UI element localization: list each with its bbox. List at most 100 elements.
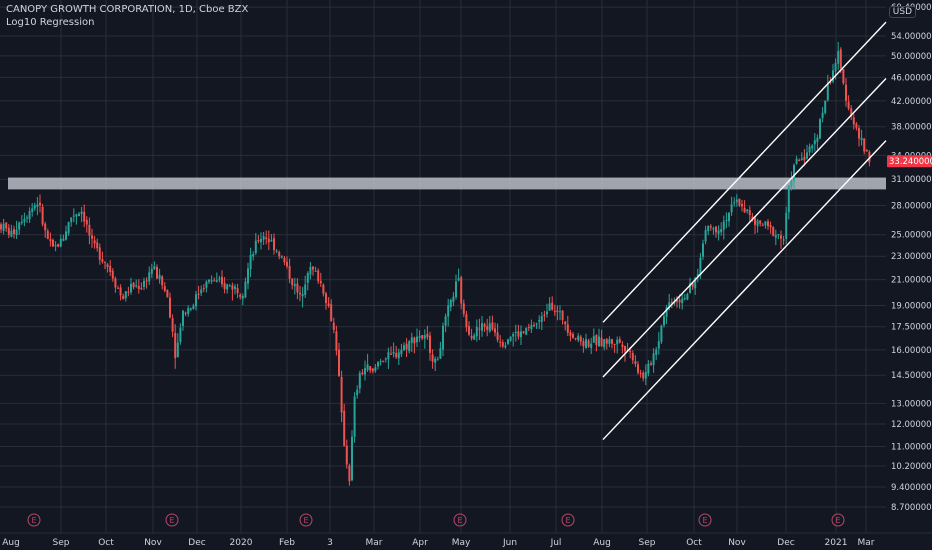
candle-body (301, 293, 304, 297)
earnings-event-marker (561, 513, 575, 527)
candle-body (28, 211, 31, 220)
candle-body (153, 266, 156, 270)
candle-body (663, 316, 665, 326)
candle-body (241, 295, 244, 299)
x-tick-label: Aug (2, 538, 20, 548)
candle-body (111, 270, 114, 279)
candle-body (704, 230, 707, 242)
candle-body (65, 231, 67, 240)
candle-body (418, 336, 421, 338)
candle-body (595, 334, 598, 346)
candle-body (639, 372, 642, 375)
candle-body (288, 265, 291, 279)
candle-body (780, 235, 782, 239)
candle-body (642, 372, 645, 379)
candle-body (278, 252, 281, 257)
earnings-event-label: E (835, 516, 840, 525)
candle-body (772, 226, 775, 236)
candle-body (751, 216, 754, 220)
candle-body (546, 311, 548, 315)
last-price-value: 33.24000000 (889, 157, 932, 167)
candle-body (325, 293, 327, 304)
candle-body (785, 212, 788, 239)
candle-body (236, 288, 239, 293)
candle-body (598, 336, 600, 347)
candle-body (317, 270, 320, 282)
y-tick-label: 13.00000000 (891, 399, 932, 409)
candle-body (540, 316, 543, 322)
candle-body (611, 339, 613, 344)
candle-body (569, 332, 572, 336)
candle-body (228, 285, 231, 287)
candle-body (304, 284, 307, 295)
candle-body (137, 285, 140, 290)
y-tick-label: 28.00000000 (891, 201, 932, 211)
candle-body (421, 335, 424, 339)
candle-body (717, 230, 720, 234)
candle-body (616, 339, 619, 345)
candle-body (863, 138, 866, 152)
candle-body (166, 290, 169, 298)
candle-body (57, 243, 60, 247)
candle-body (374, 367, 377, 371)
candle-body (218, 278, 221, 280)
x-tick-label: 3 (327, 538, 333, 548)
candle-body (491, 322, 494, 330)
candle-body (431, 354, 434, 362)
candle-body (439, 348, 442, 359)
candle-body (488, 323, 491, 332)
candle-body (774, 235, 777, 238)
candle-body (585, 339, 587, 348)
candle-body (832, 70, 834, 82)
candle-body (644, 372, 647, 379)
currency-badge[interactable]: USD (888, 6, 916, 18)
candle-body (31, 208, 34, 212)
candle-body (260, 239, 262, 243)
candle-body (39, 202, 41, 206)
earnings-event-marker (165, 513, 179, 527)
candle-body (465, 314, 468, 328)
candle-body (114, 278, 117, 288)
candle-body (605, 339, 608, 344)
candle-body (182, 310, 184, 326)
candle-body (733, 202, 736, 204)
candle-body (730, 204, 733, 213)
last-price-tag (887, 155, 932, 168)
candle-body (174, 332, 177, 359)
candle-body (33, 205, 36, 209)
candle-body (629, 351, 632, 353)
candle-body (754, 217, 756, 225)
candle-body (2, 223, 5, 232)
y-tick-label: 14.50000000 (891, 371, 932, 381)
candle-body (395, 353, 398, 358)
candle-body (410, 337, 413, 343)
candle-body (10, 230, 13, 237)
y-tick-label: 10.20000000 (891, 462, 932, 472)
x-tick-label: Nov (144, 538, 162, 548)
candle-body (442, 325, 444, 350)
candle-body (306, 273, 309, 283)
earnings-event-marker (27, 513, 41, 527)
candle-body (686, 294, 689, 300)
candle-body (179, 327, 182, 343)
candle-body (470, 335, 473, 339)
candle-body (514, 331, 517, 333)
candle-body (561, 310, 564, 321)
candle-body (865, 149, 868, 152)
candle-body (208, 279, 210, 282)
candle-body (845, 84, 847, 101)
earnings-event-label: E (565, 516, 570, 525)
candle-body (145, 280, 148, 282)
candle-body (62, 238, 65, 241)
candle-body (213, 280, 216, 282)
candle-body (280, 256, 283, 258)
candle-body (746, 209, 749, 212)
candle-body (390, 353, 392, 355)
candle-body (351, 436, 353, 481)
x-tick-label: Feb (279, 538, 295, 548)
candle-body (364, 368, 366, 375)
candle-body (85, 219, 88, 225)
candle-body (215, 280, 218, 282)
x-tick-label: Mar (858, 538, 875, 548)
